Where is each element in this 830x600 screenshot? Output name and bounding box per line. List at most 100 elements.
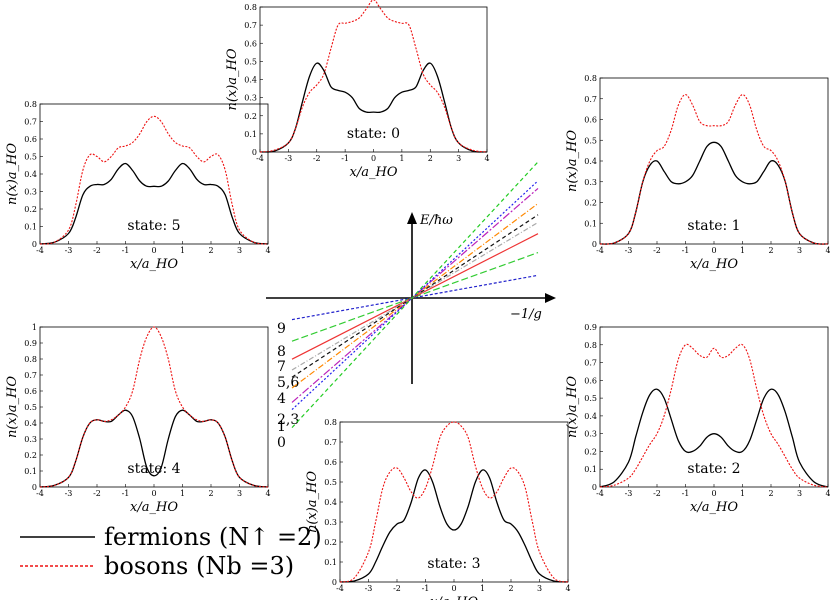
energy-level-line bbox=[291, 214, 539, 378]
y-tick-label: 0.4 bbox=[24, 170, 37, 179]
energy-level-label: 0 bbox=[277, 435, 286, 451]
y-tick-label: 0.2 bbox=[24, 205, 37, 214]
y-tick-label: 0.7 bbox=[244, 21, 257, 30]
x-axis-label: x/a_HO bbox=[690, 500, 738, 515]
x-tick-label: 0 bbox=[151, 246, 156, 255]
state-label: state: 5 bbox=[127, 218, 180, 234]
y-tick-label: 0.8 bbox=[584, 74, 597, 83]
y-tick-label: 0.3 bbox=[244, 94, 257, 103]
energy-level-label: 4 bbox=[277, 391, 286, 407]
state-label: state: 0 bbox=[347, 126, 400, 142]
y-tick-label: 0.3 bbox=[584, 430, 597, 439]
x-tick-label: 0 bbox=[451, 584, 456, 593]
x-tick-label: 0 bbox=[711, 489, 716, 498]
x-tick-label: 1 bbox=[399, 154, 404, 163]
y-tick-label: 0 bbox=[252, 148, 257, 157]
x-tick-label: 1 bbox=[740, 246, 745, 255]
panel-state-5: -4 -3 -2 -1 0 1 2 3 4 0 0.1 0.2 0.3 0.4 0.5 0.6 0.7 0.8 x/… bbox=[5, 100, 271, 272]
panel-state-4: -4 -3 -2 -1 0 1 2 3 4 0 0.1 0.2 0.3 0.4 0.5 0.6 0.7 0.8 0.… bbox=[5, 323, 271, 515]
state-label: state: 1 bbox=[687, 218, 740, 234]
y-tick-label: 0.4 bbox=[324, 498, 337, 507]
x-tick-label: -4 bbox=[596, 246, 604, 255]
x-tick-label: 1 bbox=[180, 489, 185, 498]
energy-axis-label: E/ħω bbox=[419, 213, 453, 228]
x-tick-label: -3 bbox=[625, 246, 633, 255]
x-tick-label: -3 bbox=[284, 154, 292, 163]
x-tick-label: 0 bbox=[371, 154, 376, 163]
fermions-density-curve bbox=[39, 162, 269, 245]
x-tick-label: -1 bbox=[122, 489, 130, 498]
y-tick-label: 0.7 bbox=[24, 371, 37, 380]
y-axis-label: n(x)a_HO bbox=[565, 130, 580, 192]
x-tick-label: 2 bbox=[208, 246, 213, 255]
y-tick-label: 0 bbox=[592, 240, 597, 249]
y-tick-label: 0.5 bbox=[244, 57, 257, 66]
x-tick-label: 4 bbox=[265, 489, 270, 498]
x-tick-label: 1 bbox=[740, 489, 745, 498]
y-tick-label: 0.7 bbox=[584, 359, 597, 368]
x-tick-label: 4 bbox=[265, 246, 270, 255]
y-tick-label: 0.2 bbox=[324, 538, 337, 547]
y-tick-label: 0.8 bbox=[584, 341, 597, 350]
panel-state-0: -4 -3 -2 -1 0 1 2 3 4 0 0.1 0.2 0.3 0.4 0.5 0.6 0.7 0.8 x/… bbox=[225, 0, 490, 180]
energy-level-line bbox=[291, 187, 539, 403]
x-axis-label: x/a_HO bbox=[130, 500, 178, 515]
energy-level-label: 9 bbox=[277, 321, 286, 337]
x-tick-label: 1 bbox=[180, 246, 185, 255]
bosons-density-curve bbox=[339, 421, 569, 583]
bosons-density-curve bbox=[39, 326, 269, 488]
y-tick-label: 0.7 bbox=[584, 95, 597, 104]
x-tick-label: -2 bbox=[313, 154, 321, 163]
y-tick-label: 0.5 bbox=[324, 478, 337, 487]
y-axis-label: n(x)a_HO bbox=[305, 471, 320, 533]
x-tick-label: -2 bbox=[393, 584, 401, 593]
x-tick-label: -1 bbox=[122, 246, 130, 255]
y-tick-label: 0.6 bbox=[24, 387, 37, 396]
y-tick-label: 0.1 bbox=[584, 465, 597, 474]
energy-level-line bbox=[291, 203, 539, 389]
energy-level-line bbox=[291, 161, 539, 429]
fermions-density-curve bbox=[599, 388, 829, 488]
y-tick-label: 0.6 bbox=[24, 135, 37, 144]
legend: fermions (N↑ =2) bosons (Nb =3) bbox=[20, 523, 322, 580]
x-tick-label: -2 bbox=[93, 246, 101, 255]
x-tick-label: 3 bbox=[237, 246, 242, 255]
y-tick-label: 0.2 bbox=[244, 112, 257, 121]
x-tick-label: 3 bbox=[456, 154, 461, 163]
y-tick-label: 0.8 bbox=[244, 3, 257, 12]
fermions-density-curve bbox=[339, 469, 569, 583]
x-tick-label: -4 bbox=[336, 584, 344, 593]
bosons-density-curve bbox=[599, 343, 829, 488]
energy-level-line bbox=[291, 274, 539, 321]
x-tick-label: -2 bbox=[93, 489, 101, 498]
energy-level-label: 2,3 bbox=[277, 412, 299, 428]
x-tick-label: 1 bbox=[480, 584, 485, 593]
x-tick-label: -1 bbox=[341, 154, 349, 163]
x-tick-label: -1 bbox=[682, 246, 690, 255]
density-panels: -4 -3 -2 -1 0 1 2 3 4 0 0.1 0.2 0.3 0.4 0.5 0.6 0.7 0.8 x/… bbox=[5, 0, 830, 600]
y-tick-label: 0.4 bbox=[24, 419, 37, 428]
x-tick-label: 3 bbox=[537, 584, 542, 593]
y-tick-label: 0.9 bbox=[24, 339, 37, 348]
x-tick-label: 0 bbox=[151, 489, 156, 498]
vertical-axis-arrow bbox=[407, 212, 417, 224]
y-axis-label: n(x)a_HO bbox=[225, 48, 240, 110]
x-tick-label: 4 bbox=[825, 489, 830, 498]
y-tick-label: 0.8 bbox=[324, 418, 337, 427]
y-tick-label: 0.3 bbox=[24, 188, 37, 197]
x-tick-label: 3 bbox=[237, 489, 242, 498]
y-axis-label: n(x)a_HO bbox=[565, 376, 580, 438]
y-tick-label: 0.3 bbox=[584, 178, 597, 187]
y-tick-label: 0 bbox=[592, 483, 597, 492]
y-tick-label: 0 bbox=[32, 483, 37, 492]
y-tick-label: 0.4 bbox=[584, 157, 597, 166]
x-tick-label: 4 bbox=[484, 154, 489, 163]
x-tick-label: 2 bbox=[768, 246, 773, 255]
x-tick-label: 2 bbox=[508, 584, 513, 593]
energy-level-label: 8 bbox=[277, 344, 286, 360]
y-tick-label: 0 bbox=[332, 578, 337, 587]
y-tick-label: 0.3 bbox=[324, 518, 337, 527]
panel-state-3: -4 -3 -2 -1 0 1 2 3 4 0 0.1 0.2 0.3 0.4 0.5 0.6 0.7 0.8 x/… bbox=[305, 418, 571, 600]
bosons-density-curve bbox=[599, 94, 829, 245]
